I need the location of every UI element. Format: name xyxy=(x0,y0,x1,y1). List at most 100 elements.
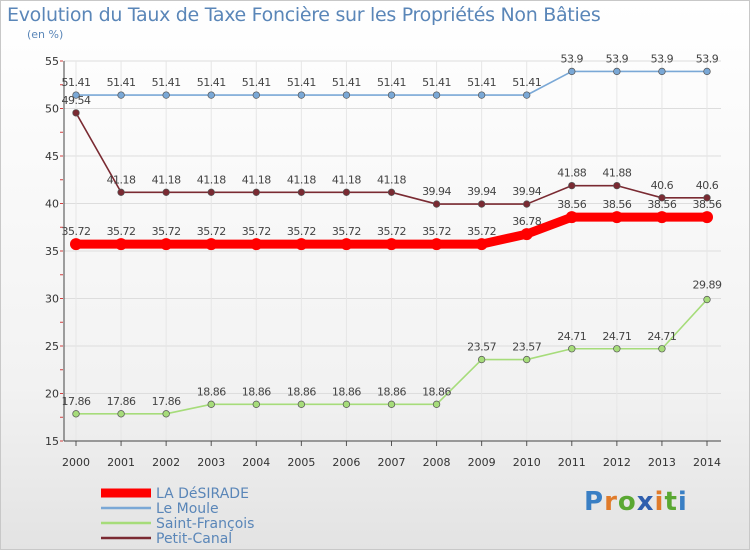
y-tick-label: 20 xyxy=(45,388,59,401)
data-point xyxy=(568,181,576,190)
data-label: 41.88 xyxy=(557,167,586,180)
data-label: 35.72 xyxy=(242,225,271,238)
data-point xyxy=(477,91,486,99)
y-tick-label: 40 xyxy=(45,198,59,211)
data-point xyxy=(72,91,80,99)
data-label: 51.41 xyxy=(287,76,316,89)
x-tick-label: 2009 xyxy=(468,456,496,469)
data-label: 35.72 xyxy=(287,225,316,238)
data-label: 36.78 xyxy=(512,215,541,228)
y-axis-unit: (en %) xyxy=(27,28,64,41)
data-label: 18.86 xyxy=(422,385,451,398)
data-label: 17.86 xyxy=(62,395,91,408)
data-point xyxy=(703,67,711,76)
data-label: 40.6 xyxy=(696,179,719,192)
data-point xyxy=(430,238,443,251)
data-label: 24.71 xyxy=(557,330,586,343)
proxiti-logo: Proxiti xyxy=(584,487,688,517)
data-label: 40.6 xyxy=(651,179,674,192)
x-tick-label: 2013 xyxy=(648,456,676,469)
data-point xyxy=(252,188,260,196)
y-tick-label: 15 xyxy=(45,435,59,448)
data-point xyxy=(252,91,260,99)
data-label: 35.72 xyxy=(467,225,496,238)
data-label: 41.18 xyxy=(287,173,316,186)
data-label: 39.94 xyxy=(467,185,496,198)
data-point xyxy=(385,238,398,251)
y-tick-label: 55 xyxy=(45,55,59,68)
data-label: 51.41 xyxy=(62,76,91,89)
data-point xyxy=(297,188,306,196)
data-label: 17.86 xyxy=(107,395,136,408)
data-point xyxy=(117,188,125,196)
data-label: 51.41 xyxy=(242,76,271,89)
data-label: 18.86 xyxy=(287,385,316,398)
data-point xyxy=(432,91,441,99)
x-tick-label: 2014 xyxy=(693,456,721,469)
data-label: 18.86 xyxy=(332,385,361,398)
data-label: 29.89 xyxy=(693,279,722,292)
data-label: 23.57 xyxy=(512,341,541,354)
data-point xyxy=(115,238,128,251)
x-tick-label: 2011 xyxy=(558,456,586,469)
x-tick-label: 2003 xyxy=(197,456,225,469)
data-label: 51.41 xyxy=(332,76,361,89)
data-point xyxy=(658,194,666,202)
x-tick-label: 2001 xyxy=(107,456,135,469)
data-label: 24.71 xyxy=(647,330,676,343)
y-tick-label: 50 xyxy=(45,103,59,116)
data-point xyxy=(658,67,666,76)
data-label: 35.72 xyxy=(197,225,226,238)
data-label: 51.41 xyxy=(197,76,226,89)
data-point xyxy=(162,91,170,99)
data-point xyxy=(160,238,173,251)
data-label: 18.86 xyxy=(242,385,271,398)
data-label: 18.86 xyxy=(377,385,406,398)
data-label: 35.72 xyxy=(422,225,451,238)
data-label: 53.9 xyxy=(561,52,584,65)
data-label: 51.41 xyxy=(152,76,181,89)
data-point xyxy=(613,67,621,76)
data-point xyxy=(613,345,621,353)
data-point xyxy=(475,238,488,251)
data-point xyxy=(297,400,306,408)
data-label: 39.94 xyxy=(422,185,451,198)
data-point xyxy=(207,188,215,196)
data-label: 41.18 xyxy=(242,173,271,186)
data-point xyxy=(295,238,308,251)
data-label: 38.56 xyxy=(647,198,676,211)
y-tick-label: 30 xyxy=(45,293,59,306)
data-label: 53.9 xyxy=(696,52,719,65)
data-label: 41.18 xyxy=(332,173,361,186)
x-tick-label: 2012 xyxy=(603,456,631,469)
data-point xyxy=(72,410,80,418)
data-point xyxy=(655,211,668,224)
data-label: 39.94 xyxy=(512,185,541,198)
data-point xyxy=(340,238,353,251)
x-tick-label: 2008 xyxy=(423,456,451,469)
data-point xyxy=(252,400,260,408)
data-point xyxy=(523,355,531,364)
data-point xyxy=(342,400,351,408)
data-label: 38.56 xyxy=(693,198,722,211)
data-point xyxy=(520,228,533,241)
x-tick-label: 2000 xyxy=(62,456,90,469)
data-point xyxy=(387,188,396,196)
data-point xyxy=(523,91,531,99)
data-label: 35.72 xyxy=(107,225,136,238)
data-label: 18.86 xyxy=(197,385,226,398)
data-label: 35.72 xyxy=(332,225,361,238)
data-point xyxy=(432,200,441,208)
legend-label: Petit-Canal xyxy=(156,531,232,547)
x-tick-label: 2010 xyxy=(513,456,541,469)
data-point xyxy=(703,295,711,304)
data-point xyxy=(477,200,486,208)
data-label: 38.56 xyxy=(602,198,631,211)
data-label: 41.18 xyxy=(107,173,136,186)
x-tick-label: 2005 xyxy=(287,456,315,469)
data-point xyxy=(250,238,263,251)
y-tick-label: 35 xyxy=(45,245,59,258)
data-point xyxy=(70,238,82,251)
data-point xyxy=(117,410,125,418)
data-point xyxy=(613,181,621,190)
